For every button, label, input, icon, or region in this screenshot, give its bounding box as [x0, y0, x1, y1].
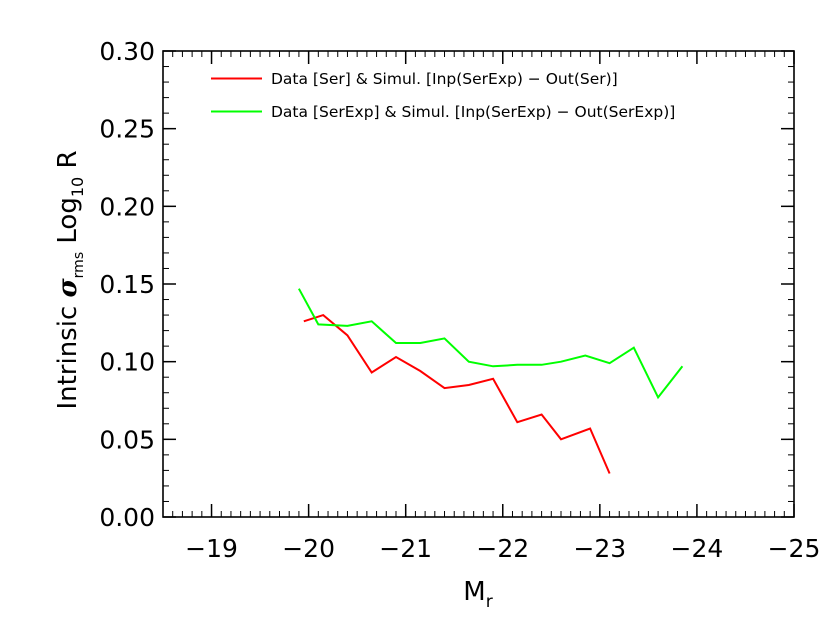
y-axis-title-sigma-subscript: rms	[71, 252, 87, 278]
series-lines	[298, 288, 684, 474]
y-axis-title-log: Log	[53, 197, 83, 252]
x-tick-label: −20	[282, 534, 335, 563]
y-axis-title-log-subscript: 10	[68, 177, 87, 197]
major-ticks	[163, 50, 795, 518]
y-axis-title-suffix: R	[53, 150, 83, 176]
x-axis-title-subscript: r	[486, 592, 493, 612]
series-line-green	[298, 288, 684, 400]
x-axis-title-main: M	[463, 577, 485, 607]
x-axis-title: Mr	[463, 577, 492, 612]
y-axis-title-sigma: σ	[53, 277, 83, 297]
legend-label-red: Data [Ser] & Simul. [Inp(SerExp) − Out(S…	[271, 70, 618, 88]
x-tick-label: −21	[379, 534, 432, 563]
x-tick-label: −22	[476, 534, 529, 563]
legend-label-green: Data [SerExp] & Simul. [Inp(SerExp) − Ou…	[271, 103, 675, 121]
y-tick-label: 0.15	[99, 270, 155, 299]
y-tick-label: 0.25	[99, 115, 155, 144]
y-tick-label: 0.20	[99, 192, 155, 221]
y-axis-title-prefix: Intrinsic	[53, 297, 83, 409]
y-tick-label: 0.00	[99, 503, 155, 532]
y-tick-label: 0.05	[99, 425, 155, 454]
y-tick-label: 0.30	[99, 37, 155, 66]
y-tick-label: 0.10	[99, 348, 155, 377]
x-tick-label: −24	[671, 534, 724, 563]
y-tick-labels: 0.00 0.05 0.10 0.15 0.20 0.25 0.30	[99, 37, 155, 532]
x-tick-label: −19	[185, 534, 238, 563]
y-axis-title: Intrinsic σrms Log10 R	[53, 150, 87, 409]
series-line-red	[303, 313, 611, 474]
legend: Data [Ser] & Simul. [Inp(SerExp) − Out(S…	[211, 70, 675, 121]
x-tick-labels: −19 −20 −21 −22 −23 −24 −25	[185, 534, 820, 563]
x-tick-label: −23	[573, 534, 626, 563]
x-tick-label: −25	[768, 534, 821, 563]
